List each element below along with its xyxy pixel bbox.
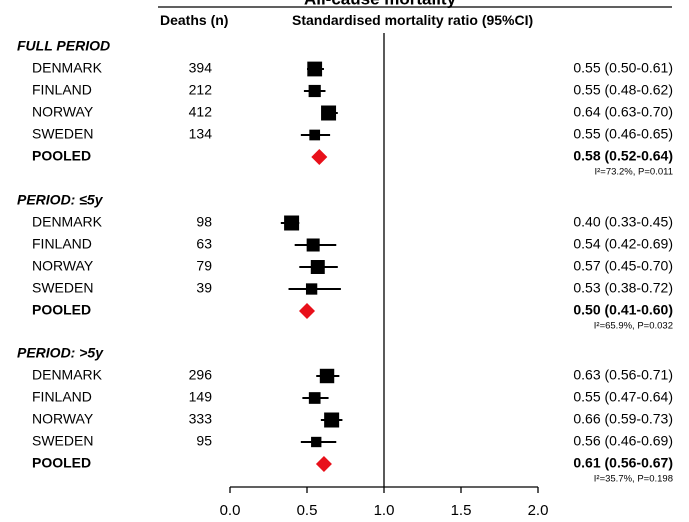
group-label: FULL PERIOD (17, 38, 110, 54)
chart-title: All-cause mortality (304, 0, 457, 8)
study-name: FINLAND (32, 236, 92, 252)
deaths-value: 394 (189, 60, 213, 76)
group-label: PERIOD: ≤5y (17, 192, 104, 208)
smr-ci-label: 0.63 (0.56-0.71) (573, 367, 673, 383)
deaths-value: 333 (189, 411, 213, 427)
point-estimate-square (310, 260, 325, 274)
deaths-value: 296 (189, 367, 213, 383)
smr-ci-label: 0.64 (0.63-0.70) (573, 104, 673, 120)
deaths-value: 149 (189, 389, 213, 405)
point-estimate-square (284, 215, 300, 231)
study-name: SWEDEN (32, 280, 93, 296)
x-tick-label: 1.0 (374, 502, 395, 519)
deaths-value: 63 (196, 236, 212, 252)
pooled-label: POOLED (32, 455, 91, 471)
study-name: NORWAY (32, 258, 94, 274)
deaths-value: 95 (196, 433, 212, 449)
point-estimate-square (305, 283, 318, 295)
study-name: SWEDEN (32, 433, 93, 449)
x-axis: 0.0 0.5 1.0 1.5 2.0 (220, 486, 549, 519)
study-name: NORWAY (32, 104, 94, 120)
point-estimate-square (311, 436, 322, 448)
smr-ci-label: 0.57 (0.45-0.70) (573, 258, 673, 274)
deaths-value: 134 (189, 126, 213, 142)
study-name: FINLAND (32, 82, 92, 98)
pooled-label: POOLED (32, 302, 91, 318)
smr-ci-label: 0.55 (0.47-0.64) (573, 389, 673, 405)
point-estimate-square (321, 105, 337, 121)
point-estimate-square (308, 84, 321, 98)
smr-ci-label: 0.55 (0.50-0.61) (573, 60, 673, 76)
x-tick-label: 0.0 (220, 502, 241, 519)
point-estimate-square (307, 61, 323, 77)
x-tick-label: 1.5 (451, 502, 472, 519)
smr-ci-label: 0.53 (0.38-0.72) (573, 280, 673, 296)
group-label: PERIOD: >5y (17, 345, 104, 361)
point-estimate-square (309, 129, 321, 141)
heterogeneity-label: I²=35.7%, P=0.198 (594, 474, 673, 485)
smr-ci-label: 0.55 (0.46-0.65) (573, 126, 673, 142)
deaths-value: 39 (196, 280, 212, 296)
point-estimate-square (324, 412, 340, 428)
x-tick-label: 0.5 (297, 502, 318, 519)
study-name: SWEDEN (32, 126, 93, 142)
smr-column-header: Standardised mortality ratio (95%CI) (292, 12, 533, 28)
pooled-smr-ci-label: 0.61 (0.56-0.67) (573, 455, 673, 471)
smr-ci-label: 0.56 (0.46-0.69) (573, 433, 673, 449)
deaths-value: 98 (196, 214, 212, 230)
pooled-smr-ci-label: 0.50 (0.41-0.60) (573, 302, 673, 318)
study-name: DENMARK (32, 60, 103, 76)
deaths-column-header: Deaths (n) (160, 12, 228, 28)
deaths-value: 212 (189, 82, 213, 98)
deaths-value: 412 (189, 104, 213, 120)
smr-ci-label: 0.66 (0.59-0.73) (573, 411, 673, 427)
study-name: DENMARK (32, 367, 103, 383)
point-estimate-square (319, 368, 335, 384)
x-tick-label: 2.0 (528, 502, 549, 519)
pooled-diamond (315, 456, 332, 472)
deaths-value: 79 (196, 258, 212, 274)
smr-ci-label: 0.54 (0.42-0.69) (573, 236, 673, 252)
forest-rows: FULL PERIOD DENMARK 394 0.55 (0.50-0.61) FIN… (17, 33, 673, 487)
study-name: DENMARK (32, 214, 103, 230)
pooled-smr-ci-label: 0.58 (0.52-0.64) (573, 148, 673, 164)
study-name: NORWAY (32, 411, 94, 427)
point-estimate-square (306, 238, 320, 252)
heterogeneity-label: I²=65.9%, P=0.032 (594, 321, 673, 332)
pooled-diamond (299, 303, 315, 319)
pooled-diamond (311, 149, 328, 165)
study-name: FINLAND (32, 389, 92, 405)
point-estimate-square (308, 392, 321, 404)
smr-ci-label: 0.40 (0.33-0.45) (573, 214, 673, 230)
pooled-label: POOLED (32, 148, 91, 164)
heterogeneity-label: I²=73.2%, P=0.011 (594, 167, 673, 178)
smr-ci-label: 0.55 (0.48-0.62) (573, 82, 673, 98)
